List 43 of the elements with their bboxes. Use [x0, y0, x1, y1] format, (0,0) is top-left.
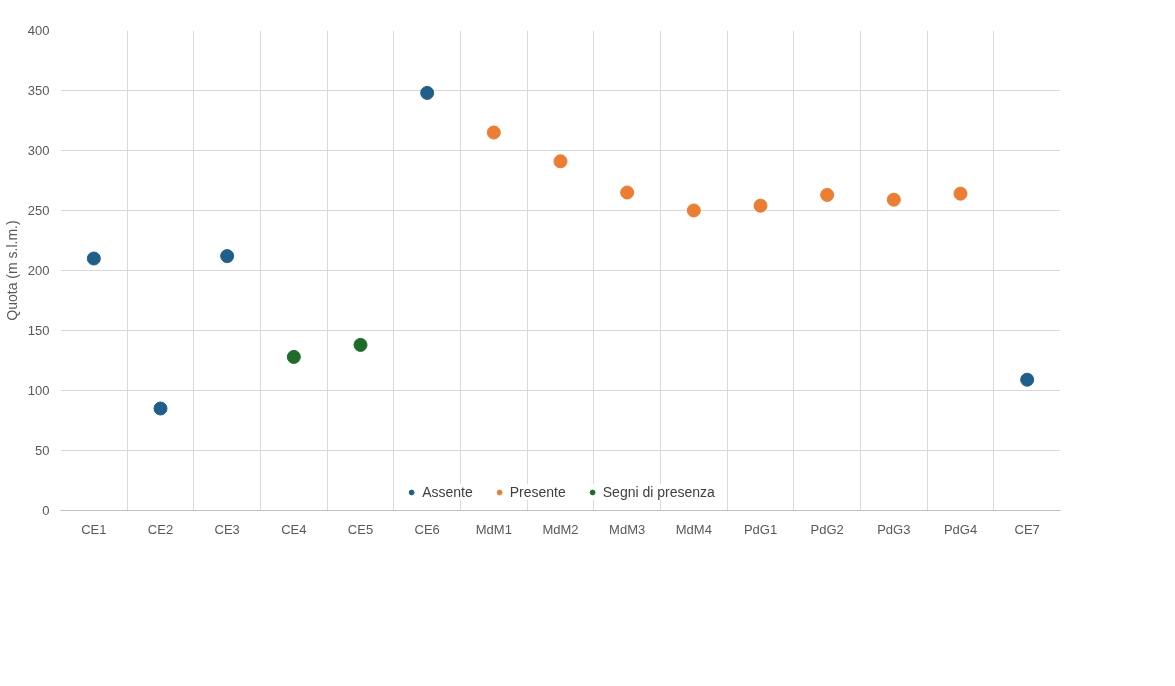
point	[353, 337, 368, 352]
x-tick-label: CE5	[347, 521, 374, 537]
y-tick-label: 0	[42, 503, 50, 518]
x-tick-label: MdM1	[475, 521, 512, 537]
legend-label: Presente	[509, 484, 566, 500]
point	[486, 125, 501, 140]
y-tick-label: 100	[27, 383, 50, 398]
legend-label: Assente	[422, 484, 473, 500]
point	[153, 401, 168, 416]
y-tick-label: 250	[27, 203, 50, 218]
point	[420, 85, 435, 100]
x-tick-label: CE3	[214, 521, 240, 537]
y-tick-label: 200	[27, 263, 50, 278]
point	[86, 251, 101, 266]
point	[286, 349, 301, 364]
point	[1020, 372, 1035, 387]
x-tick-label: PdG2	[810, 521, 844, 537]
point	[753, 198, 768, 213]
x-tick-label: PdG3	[877, 521, 911, 537]
x-tick-label: MdM2	[542, 521, 579, 537]
point	[553, 154, 568, 169]
point	[953, 186, 968, 201]
y-tick-label: 50	[35, 443, 50, 458]
point	[220, 249, 235, 264]
x-tick-label: CE7	[1014, 521, 1040, 537]
y-tick-label: 400	[27, 23, 50, 38]
point	[620, 185, 635, 200]
y-axis-title: Quota (m s.l.m.)	[3, 220, 20, 321]
x-tick-label: PdG4	[943, 521, 978, 537]
y-tick-label: 150	[27, 323, 50, 338]
x-tick-label: MdM3	[609, 521, 646, 537]
x-tick-label: CE6	[414, 521, 440, 537]
x-tick-label: CE4	[281, 521, 307, 537]
y-tick-label: 350	[27, 83, 50, 98]
x-tick-label: CE1	[81, 521, 107, 537]
legend-label: Segni di presenza	[602, 484, 715, 500]
x-tick-label: PdG1	[743, 521, 778, 537]
point	[820, 187, 835, 202]
x-tick-label: MdM4	[675, 521, 712, 537]
point	[886, 192, 901, 207]
x-tick-label: CE2	[147, 521, 174, 537]
point	[686, 203, 701, 218]
y-tick-label: 300	[27, 143, 50, 158]
